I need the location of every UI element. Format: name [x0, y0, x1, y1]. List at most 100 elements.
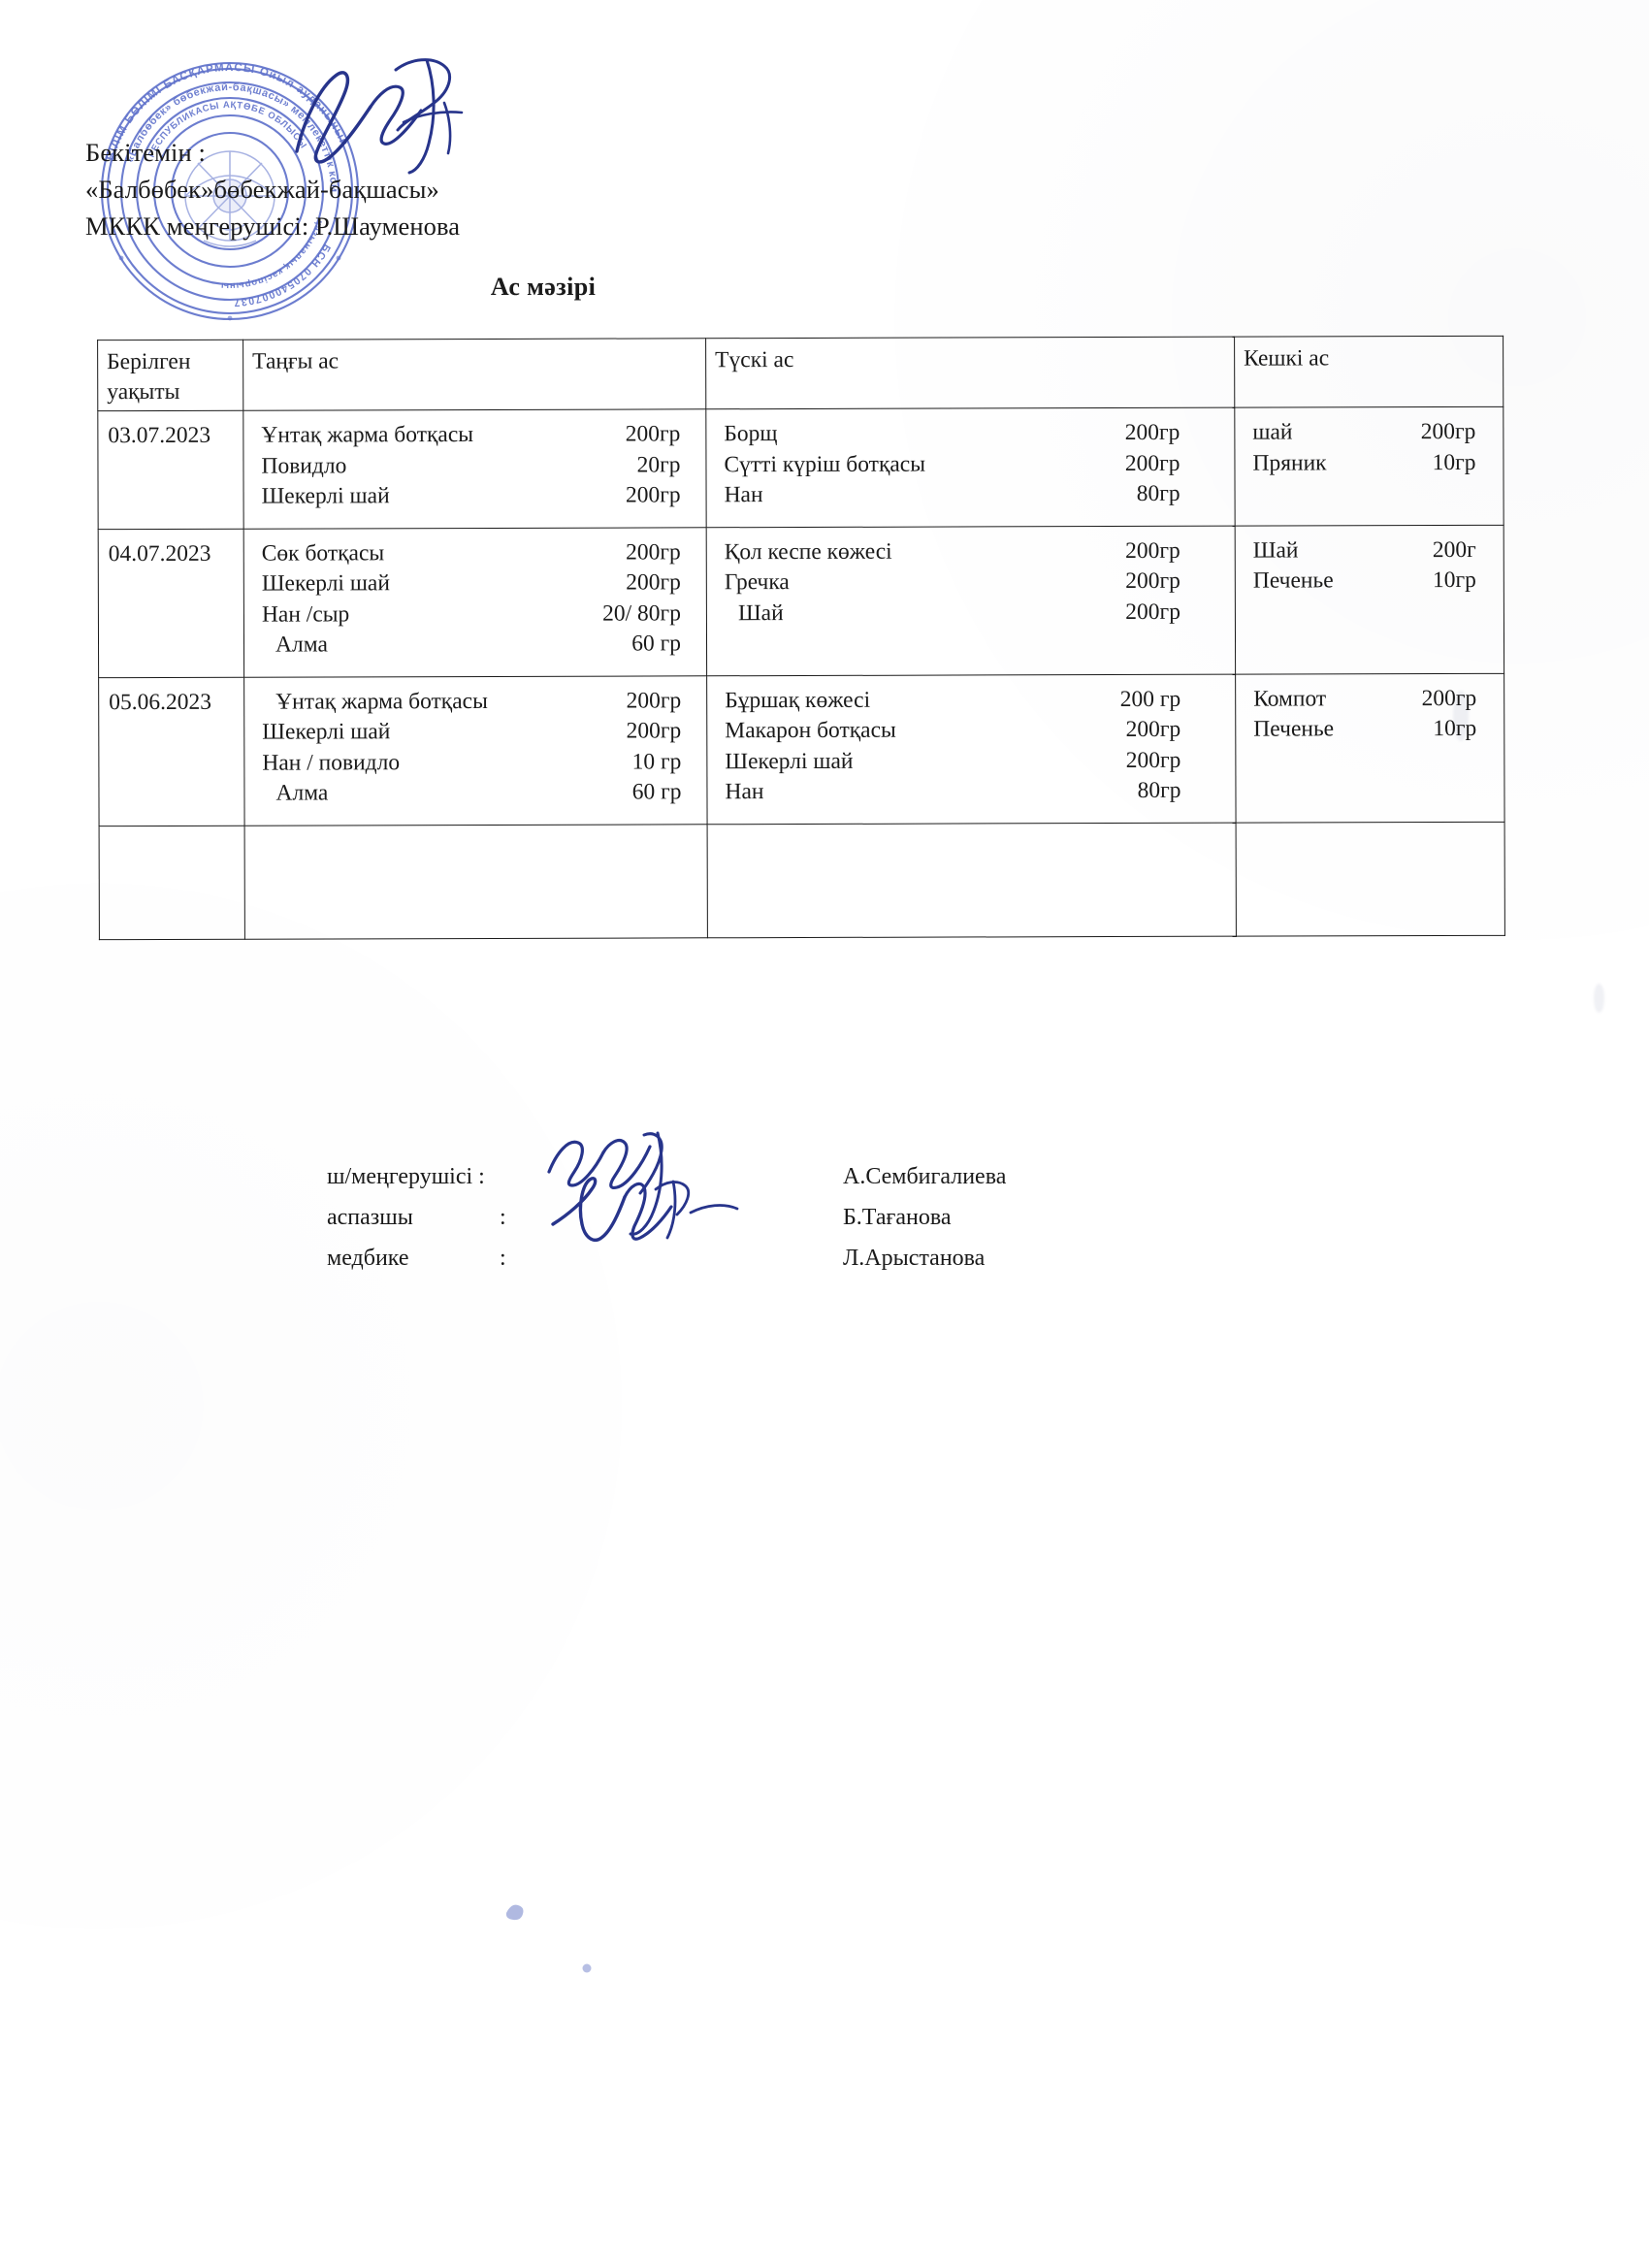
menu-item-quantity: 10гр: [1432, 567, 1476, 594]
menu-item: Алма 60 гр: [262, 777, 693, 809]
menu-item: Гречка 200гр: [725, 567, 1221, 599]
cell-lunch: Борщ 200гр Сүтті күріш ботқасы 200гр Нан 80гр: [705, 407, 1236, 528]
breakfast-items: Ұнтақ жарма ботқасы 200гр Шекерлі шай 200гр…: [244, 676, 706, 825]
menu-date: 05.06.2023: [109, 689, 211, 715]
cell-lunch: Бұршақ көжесі 200 гр Макарон ботқасы 200гр Ш…: [706, 673, 1237, 825]
menu-item-quantity: 60 гр: [631, 779, 682, 805]
table-row: 05.06.2023 Ұнтақ жарма ботқасы 200гр Шекерл…: [98, 672, 1505, 826]
menu-item-quantity: 200гр: [1125, 567, 1180, 595]
menu-item: Қол кеспе көжесі 200гр: [725, 535, 1221, 567]
header-dinner-label: Кешкі ас: [1244, 345, 1330, 372]
menu-item-quantity: 200гр: [1125, 747, 1181, 773]
table-row: 03.07.2023 Ұнтақ жарма ботқасы 200гр Повидл…: [97, 406, 1504, 530]
approval-block: Бекітемін : «Балбөбек»бөбекжай-бақшасы» …: [85, 134, 460, 244]
menu-item-quantity: 80гр: [1136, 480, 1180, 506]
menu-item-name: Сүтті күріш ботқасы: [724, 451, 926, 477]
menu-item-name: Компот: [1253, 685, 1327, 712]
menu-item-name: Повидло: [261, 452, 347, 479]
header-lunch-label: Түскі ас: [715, 347, 794, 373]
menu-item: Пряник 10гр: [1252, 447, 1489, 478]
menu-item-name: Ұнтақ жарма ботқасы: [275, 688, 488, 715]
menu-item-name: шай: [1252, 419, 1293, 445]
menu-item-name: Ұнтақ жарма ботқасы: [261, 422, 474, 448]
cell-breakfast: Ұнтақ жарма ботқасы 200гр Повидло 20гр Шекер…: [242, 408, 707, 529]
menu-item: Борщ 200гр: [724, 418, 1220, 450]
menu-item-name: Сөк ботқасы: [261, 539, 385, 567]
menu-item-name: Печенье: [1252, 567, 1334, 594]
menu-item: Нан / повидло 10 гр: [262, 747, 693, 779]
menu-table-head: Берілген уақыты Таңғы ас Түскі ас Кешкі …: [97, 336, 1504, 411]
menu-item-name: Шекерлі шай: [261, 483, 390, 509]
menu-date: [100, 826, 244, 835]
menu-item-quantity: 10гр: [1432, 449, 1476, 475]
signoff-role: медбике: [327, 1246, 409, 1271]
menu-item: Печенье 10гр: [1253, 566, 1490, 597]
menu-item: Макарон ботқасы 200гр: [725, 715, 1221, 747]
signoff-roles: ш/меңгерушісі : аспазшы: медбике:: [327, 1156, 533, 1279]
breakfast-items: Ұнтақ жарма ботқасы 200гр Повидло 20гр Шекер…: [243, 409, 705, 528]
menu-item-name: Нан /сыр: [261, 600, 350, 628]
table-row-empty: [99, 821, 1505, 940]
paper-smudge: [1594, 984, 1604, 1013]
signoff-colon: [500, 1156, 533, 1197]
breakfast-items: [245, 825, 707, 851]
cell-date: 04.07.2023: [98, 528, 244, 678]
dinner-items: Компот 200гр Печенье 10гр: [1236, 673, 1504, 761]
header-cell-lunch: Түскі ас: [705, 337, 1235, 409]
menu-item-name: Шай: [737, 599, 784, 626]
cell-dinner: шай 200гр Пряник 10гр: [1234, 406, 1504, 526]
menu-item: Шекерлі шай 200гр: [262, 716, 693, 748]
signoff-role: ш/меңгерушісі :: [327, 1164, 485, 1189]
signoff-name: Л.Арыстанова: [843, 1246, 986, 1271]
header-date-line2: уақыты: [107, 378, 180, 405]
menu-item: шай 200гр: [1252, 417, 1489, 448]
approval-line-3: МККК меңгерушісі: Р.Шауменова: [85, 211, 461, 241]
dinner-items: шай 200гр Пряник 10гр: [1235, 407, 1503, 495]
lunch-items: Бұршақ көжесі 200 гр Макарон ботқасы 200гр Ш…: [707, 674, 1235, 824]
menu-date: 04.07.2023: [108, 540, 211, 567]
menu-item-quantity: 200гр: [626, 538, 681, 566]
cell-date: 03.07.2023: [97, 410, 244, 530]
menu-item-quantity: 200гр: [1124, 450, 1180, 476]
header-cell-dinner: Кешкі ас: [1234, 336, 1504, 408]
menu-item: Печенье 10гр: [1253, 714, 1490, 745]
menu-item-name: Бұршақ көжесі: [725, 687, 871, 713]
cell-dinner: Шай 200г Печенье 10гр: [1235, 524, 1504, 674]
menu-item: Алма 60 гр: [262, 629, 693, 661]
signoff-name: Б.Тағанова: [843, 1205, 952, 1230]
cell-dinner: [1236, 821, 1505, 936]
menu-item-quantity: 200гр: [1125, 537, 1180, 564]
menu-item: Нан /сыр 20/ 80гр: [262, 599, 693, 631]
menu-item-name: Макарон ботқасы: [725, 717, 896, 744]
header-breakfast-label: Таңғы ас: [252, 348, 340, 374]
menu-item: Компот 200гр: [1253, 683, 1490, 714]
menu-item-quantity: 200г: [1432, 536, 1476, 563]
menu-item-name: Шекерлі шай: [725, 748, 854, 774]
menu-item-quantity: 200гр: [1420, 418, 1476, 445]
menu-item: Ұнтақ жарма ботқасы 200гр: [262, 686, 693, 718]
menu-item-quantity: 80гр: [1137, 777, 1181, 803]
cell-lunch: [707, 822, 1237, 938]
cell-date: [99, 825, 245, 940]
menu-item-quantity: 200гр: [625, 482, 681, 508]
ink-speck: [505, 1904, 524, 1921]
signoff-names: А.Сембигалиева Б.Тағанова Л.Арыстанова: [843, 1156, 1006, 1279]
menu-item-quantity: 200гр: [626, 718, 682, 744]
menu-item-name: Шай: [1252, 536, 1299, 564]
menu-item-name: Нан: [725, 779, 764, 805]
menu-item-name: Шекерлі шай: [261, 570, 390, 597]
menu-item-quantity: 10 гр: [631, 748, 682, 775]
menu-item: Шай 200г: [1253, 535, 1490, 566]
menu-item-quantity: 200гр: [1125, 716, 1181, 743]
menu-item-name: Қол кеспе көжесі: [724, 538, 892, 565]
menu-item: Нан 80гр: [725, 479, 1221, 511]
menu-item-quantity: 20гр: [636, 451, 681, 478]
menu-item: Нан 80гр: [725, 776, 1221, 808]
signoff-name: А.Сембигалиева: [843, 1164, 1007, 1189]
breakfast-items: Сөк ботқасы 200гр Шекерлі шай 200гр Нан /сыр…: [244, 528, 706, 676]
menu-date: 03.07.2023: [108, 422, 211, 449]
menu-item-name: Печенье: [1253, 716, 1335, 742]
menu-item-name: Нан: [724, 482, 763, 508]
menu-item-quantity: 200гр: [626, 687, 682, 714]
